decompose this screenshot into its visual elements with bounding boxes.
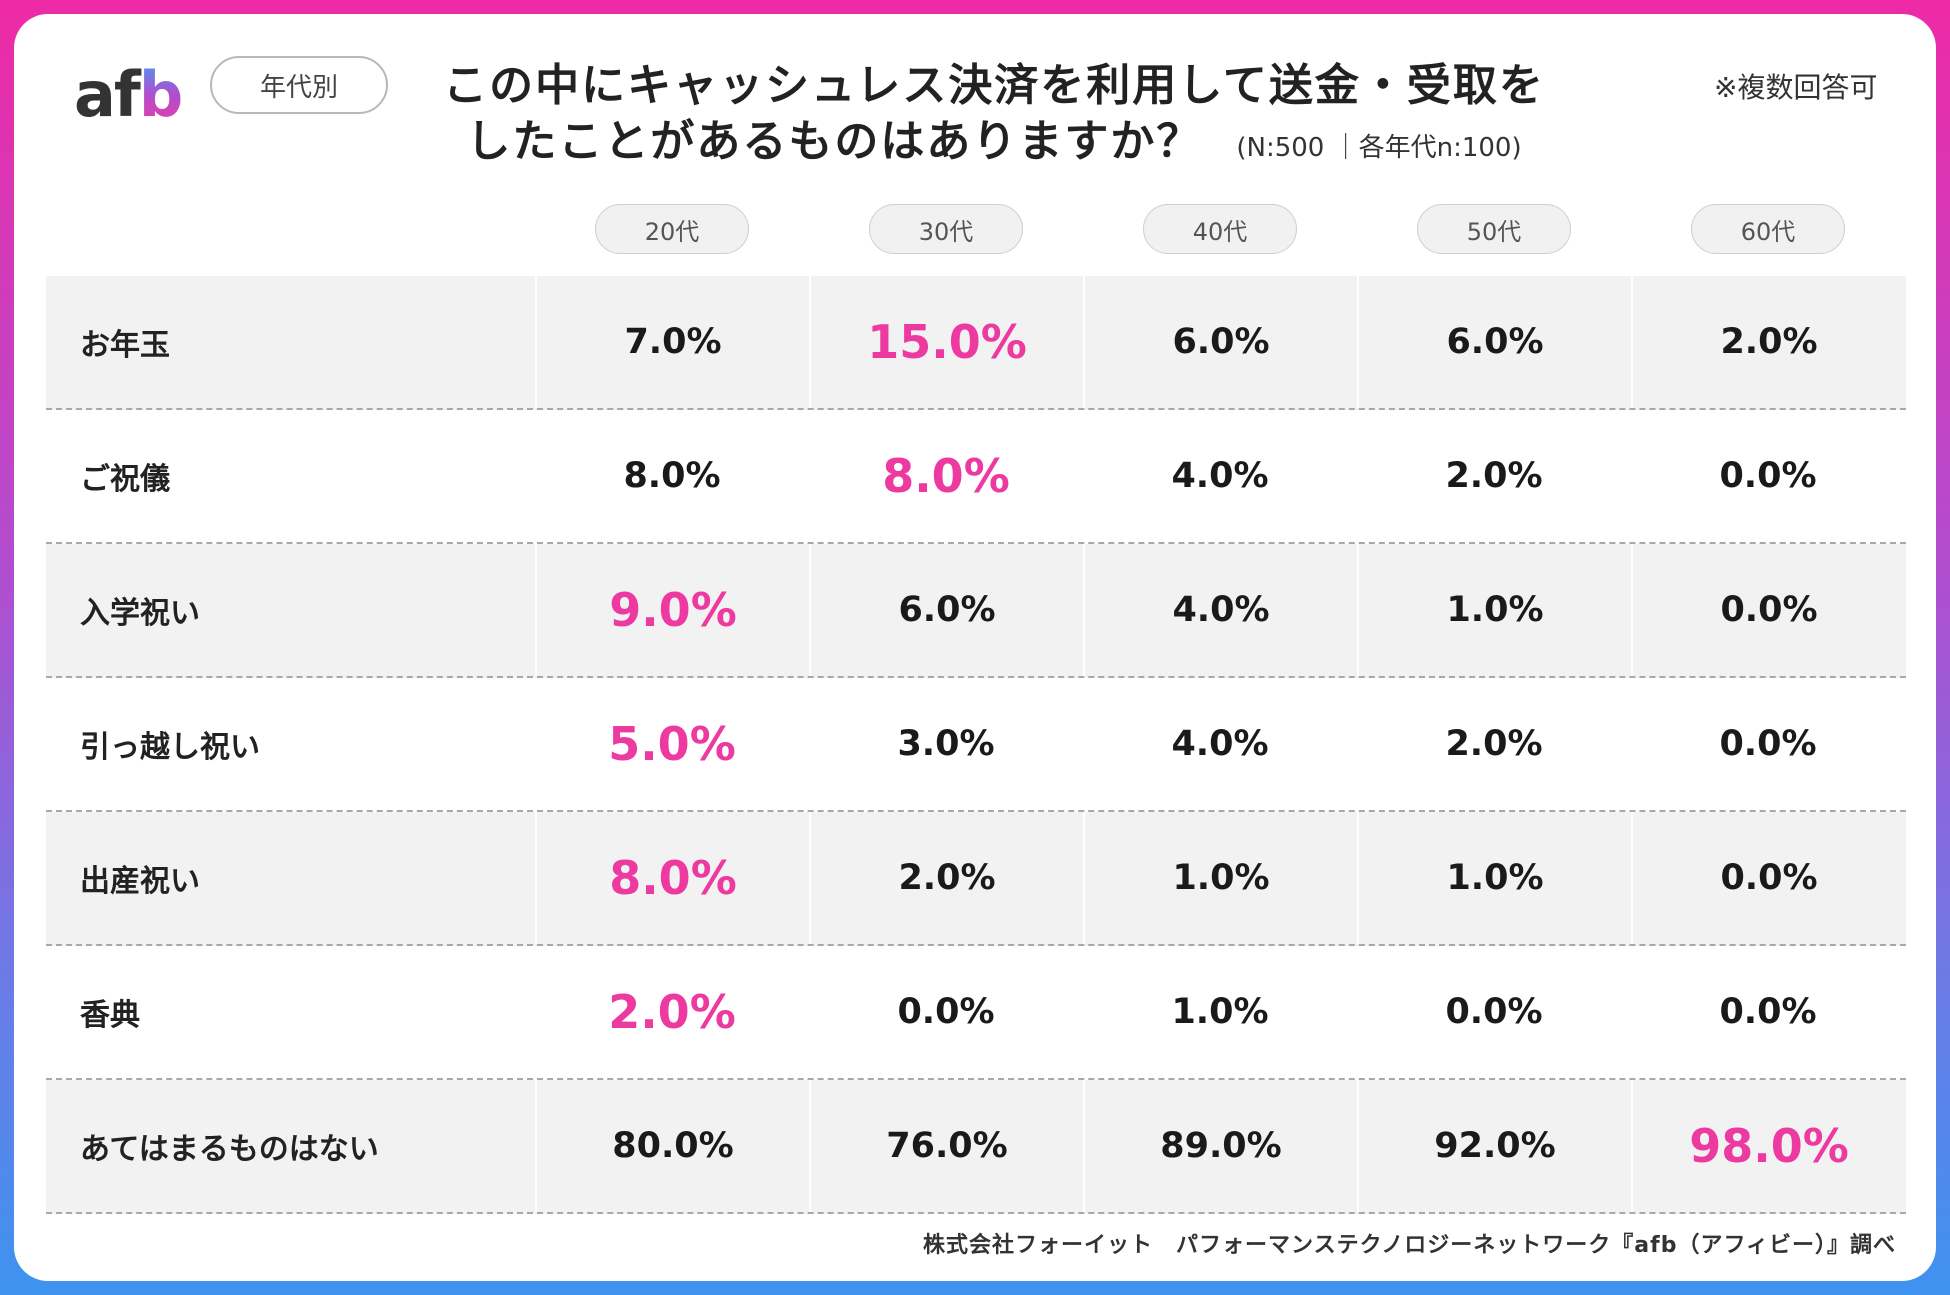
- value-cell: 80.0%: [535, 1080, 809, 1212]
- column-header-4: 50代: [1417, 204, 1571, 254]
- value-cell: 3.0%: [897, 724, 995, 764]
- value-cell: 7.0%: [535, 276, 809, 408]
- value-cell: 1.0%: [1357, 812, 1631, 944]
- column-header-3: 40代: [1143, 204, 1297, 254]
- value-cell: 2.0%: [1445, 456, 1543, 496]
- value-cell: 8.0%: [535, 812, 809, 944]
- value-cell: 9.0%: [535, 544, 809, 676]
- data-table: お年玉 7.0% 15.0% 6.0% 6.0% 2.0% ご祝儀 8.0% 8.0% 4.0% 2…: [46, 276, 1906, 1214]
- value-cell: 2.0%: [1631, 276, 1905, 408]
- value-cell: 8.0%: [623, 456, 721, 496]
- sample-size: (N:500 ｜各年代n:100): [1236, 133, 1522, 163]
- value-cell: 0.0%: [897, 992, 995, 1032]
- row-label: あてはまるものはない: [80, 1132, 379, 1167]
- title-line-2-wrap: したことがあるものはありますか？ (N:500 ｜各年代n:100): [434, 114, 1554, 176]
- value-cell: 0.0%: [1631, 544, 1905, 676]
- value-cell: 1.0%: [1083, 812, 1357, 944]
- value-cell: 2.0%: [809, 812, 1083, 944]
- value-cell: 76.0%: [809, 1080, 1083, 1212]
- value-cell: 0.0%: [1631, 812, 1905, 944]
- value-cell: 4.0%: [1171, 456, 1269, 496]
- title-line-1: この中にキャッシュレス決済を利用して送金・受取を: [443, 60, 1545, 111]
- value-cell: 0.0%: [1719, 456, 1817, 496]
- row-label: 香典: [80, 998, 140, 1033]
- value-cell: 98.0%: [1631, 1080, 1905, 1212]
- value-cell: 89.0%: [1083, 1080, 1357, 1212]
- value-cell: 5.0%: [608, 717, 736, 771]
- column-header-1: 20代: [595, 204, 749, 254]
- table-row: あてはまるものはない 80.0% 76.0% 89.0% 92.0% 98.0%: [46, 1080, 1906, 1214]
- value-cell: 0.0%: [1445, 992, 1543, 1032]
- value-cell: 1.0%: [1171, 992, 1269, 1032]
- value-cell: 4.0%: [1171, 724, 1269, 764]
- value-cell: 2.0%: [1445, 724, 1543, 764]
- table-row: 入学祝い 9.0% 6.0% 4.0% 1.0% 0.0%: [46, 544, 1906, 678]
- card: af b 年代別 この中にキャッシュレス決済を利用して送金・受取を したことがある…: [14, 14, 1936, 1281]
- column-header-5: 60代: [1691, 204, 1845, 254]
- logo-main: af: [74, 57, 141, 131]
- value-cell: 4.0%: [1083, 544, 1357, 676]
- title-line-2: したことがあるものはありますか？: [466, 116, 1203, 167]
- table-row: 引っ越し祝い 5.0% 3.0% 4.0% 2.0% 0.0%: [46, 678, 1906, 812]
- afb-logo: af b: [74, 54, 183, 134]
- table-row: 香典 2.0% 0.0% 1.0% 0.0% 0.0%: [46, 946, 1906, 1080]
- row-label: 出産祝い: [80, 864, 200, 899]
- value-cell: 15.0%: [809, 276, 1083, 408]
- value-cell: 1.0%: [1357, 544, 1631, 676]
- value-cell: 6.0%: [1083, 276, 1357, 408]
- value-cell: 6.0%: [1357, 276, 1631, 408]
- value-cell: 8.0%: [882, 449, 1010, 503]
- value-cell: 0.0%: [1719, 992, 1817, 1032]
- row-label: ご祝儀: [80, 462, 170, 497]
- column-header-2: 30代: [869, 204, 1023, 254]
- table-row: ご祝儀 8.0% 8.0% 4.0% 2.0% 0.0%: [46, 410, 1906, 544]
- chart-title: この中にキャッシュレス決済を利用して送金・受取を したことがあるものはありますか…: [434, 58, 1554, 176]
- source-footer: 株式会社フォーイット パフォーマンステクノロジーネットワーク『afb（アフィビー…: [923, 1233, 1896, 1258]
- value-cell: 2.0%: [608, 985, 736, 1039]
- row-label: 入学祝い: [80, 596, 200, 631]
- value-cell: 0.0%: [1719, 724, 1817, 764]
- row-label: 引っ越し祝い: [80, 730, 260, 765]
- logo-accent: b: [138, 57, 183, 131]
- table-row: お年玉 7.0% 15.0% 6.0% 6.0% 2.0%: [46, 276, 1906, 410]
- value-cell: 6.0%: [809, 544, 1083, 676]
- multiple-answer-note: ※複数回答可: [1714, 71, 1878, 104]
- row-label: お年玉: [80, 328, 170, 363]
- table-row: 出産祝い 8.0% 2.0% 1.0% 1.0% 0.0%: [46, 812, 1906, 946]
- value-cell: 92.0%: [1357, 1080, 1631, 1212]
- category-pill: 年代別: [210, 56, 388, 114]
